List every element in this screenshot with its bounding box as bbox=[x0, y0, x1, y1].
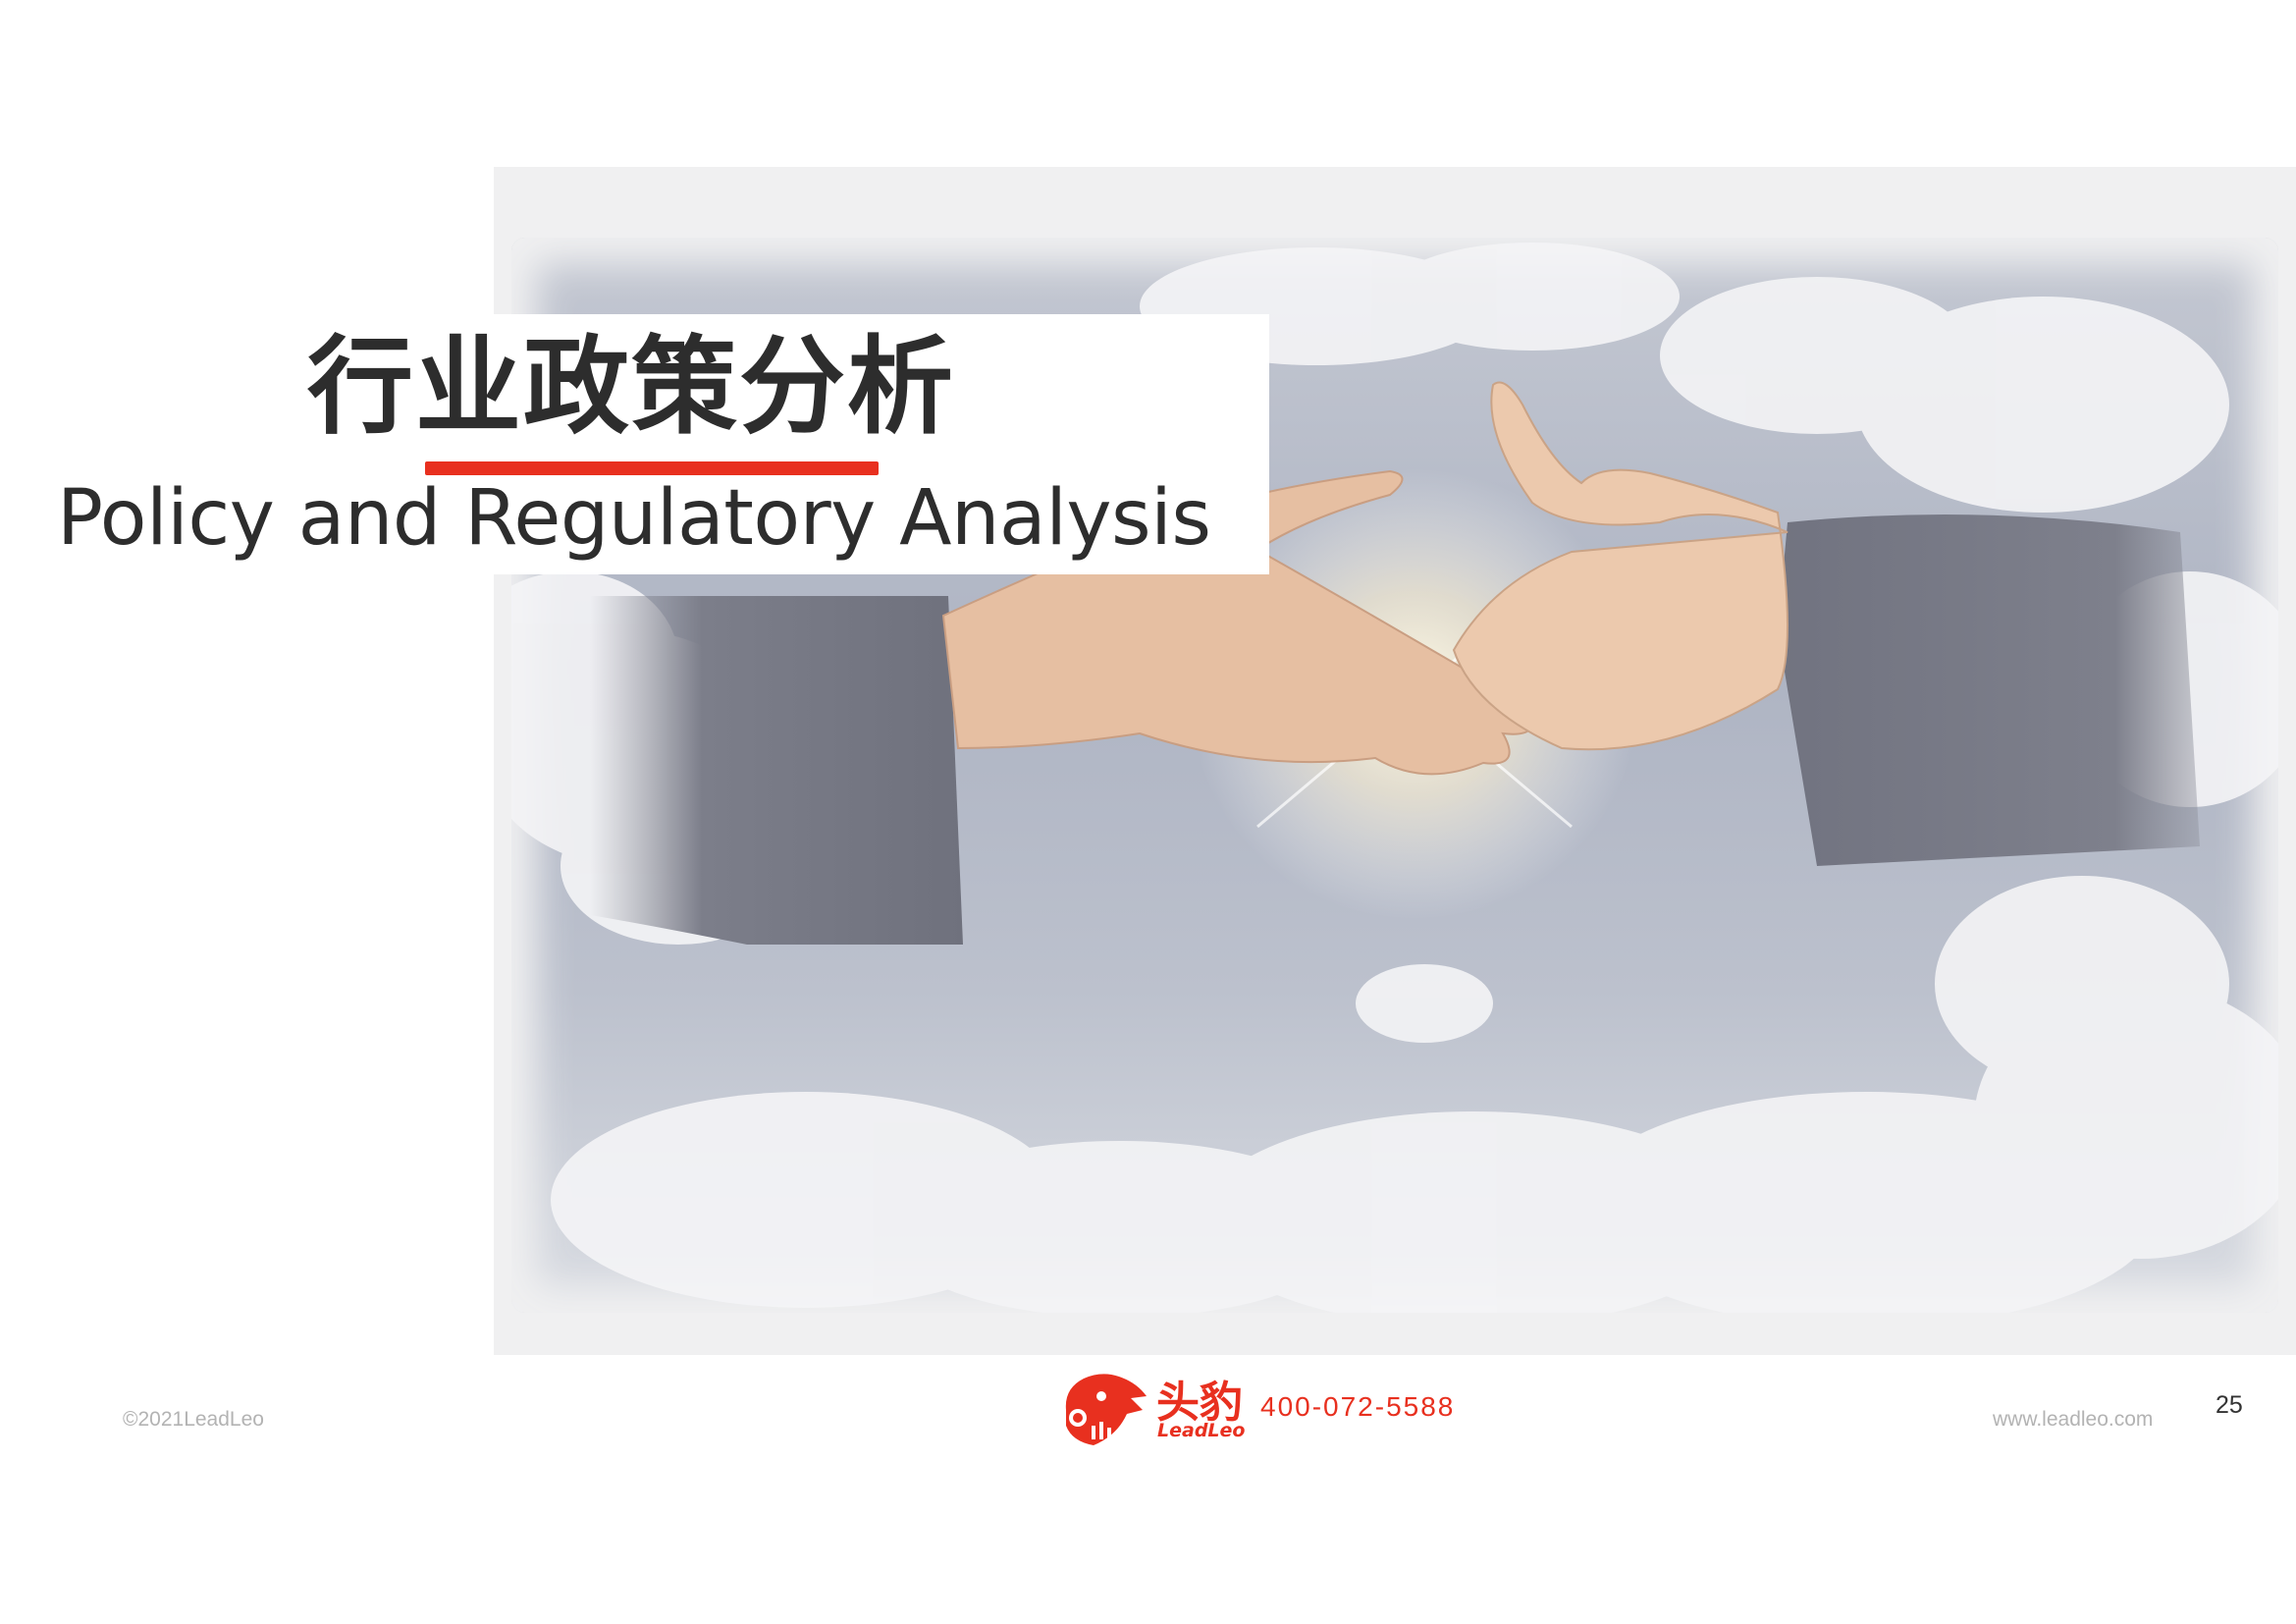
handshake-clouds-image bbox=[511, 238, 2278, 1313]
hero-frame bbox=[494, 167, 2296, 1355]
leopard-head-icon bbox=[1065, 1374, 1147, 1445]
title-underline-accent bbox=[425, 461, 879, 475]
leadleo-logo: 头豹 LeadLeo bbox=[1058, 1367, 1245, 1447]
title-panel bbox=[494, 314, 1269, 574]
footer-phone: 400-072-5588 bbox=[1260, 1391, 1456, 1422]
logo-text-cn: 头豹 bbox=[1156, 1378, 1243, 1428]
footer-copyright: ©2021LeadLeo bbox=[123, 1408, 264, 1431]
slide-title-cn: 行业政策分析 bbox=[307, 326, 956, 449]
slide-title-en: Policy and Regulatory Analysis bbox=[57, 474, 1211, 563]
logo-text-en: LeadLeo bbox=[1157, 1420, 1246, 1441]
page-number: 25 bbox=[2216, 1391, 2243, 1419]
footer-website-link[interactable]: www.leadleo.com bbox=[1993, 1408, 2154, 1431]
